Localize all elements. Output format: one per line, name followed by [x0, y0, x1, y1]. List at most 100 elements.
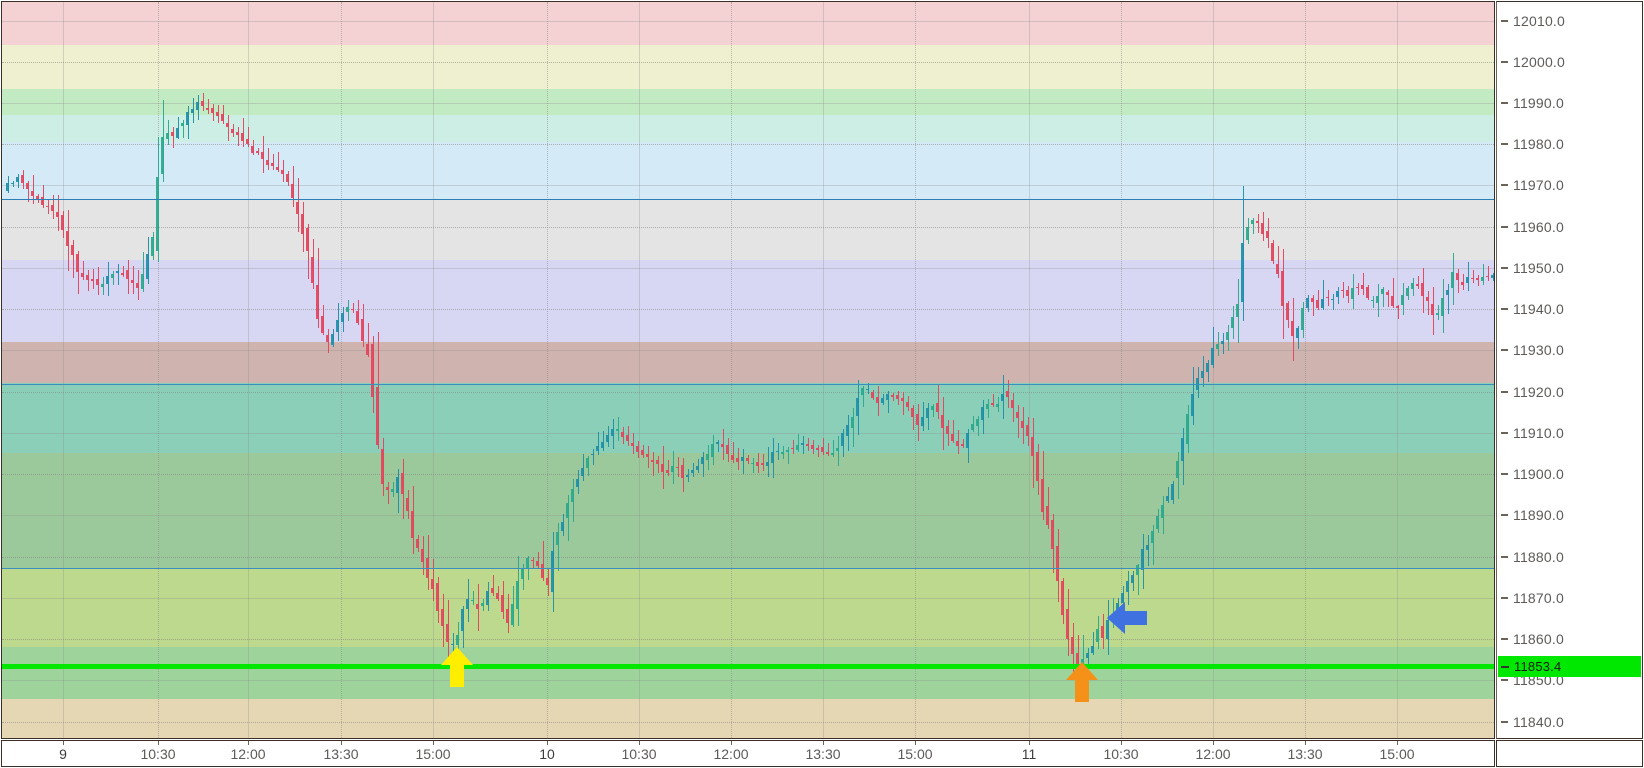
time-tick-label: 10: [539, 746, 555, 762]
candle-body: [646, 453, 649, 458]
candle-wick: [903, 391, 904, 415]
candle-wick: [533, 556, 534, 570]
candle-body: [721, 444, 724, 447]
candle-wick: [598, 431, 599, 456]
candle-body: [1091, 645, 1094, 654]
candle-body: [1221, 340, 1224, 345]
price-tick-label: 11860.0: [1513, 631, 1564, 648]
vgridline: [823, 2, 824, 738]
candle-body: [891, 394, 894, 397]
candle-body: [676, 466, 679, 469]
candle-wick: [1253, 217, 1254, 235]
candle-body: [491, 588, 494, 593]
candle-body: [11, 183, 14, 185]
hgridline: [2, 185, 1494, 187]
candle-body: [641, 450, 644, 455]
level-line: [2, 198, 1494, 200]
candle-wick: [583, 453, 584, 482]
candle-wick: [913, 405, 914, 431]
candle-body: [956, 440, 959, 447]
candle-body: [196, 102, 199, 111]
candle-wick: [1138, 563, 1139, 596]
candle-body: [356, 310, 359, 323]
candle-body: [266, 159, 269, 166]
candle-body: [66, 230, 69, 247]
candle-body: [626, 435, 629, 442]
candle-wick: [133, 266, 134, 294]
candle-wick: [83, 261, 84, 280]
candle-body: [556, 532, 559, 546]
candle-body: [696, 466, 699, 470]
candle-wick: [1488, 265, 1489, 281]
candle-body: [516, 580, 519, 610]
candle-wick: [718, 439, 719, 452]
candle-body: [1446, 290, 1449, 295]
vgridline: [1121, 2, 1122, 738]
candle-body: [386, 486, 389, 491]
time-axis[interactable]: 9 10:30 12:00 13:30 15:00 10 10:30 12:00 13:30 15…: [1, 740, 1495, 767]
hgridline: [2, 680, 1494, 682]
candle-body: [931, 405, 934, 410]
candle-body: [91, 278, 94, 281]
candle-body: [926, 408, 929, 418]
candle-body: [251, 145, 254, 153]
candle-body: [331, 334, 334, 346]
candle-body: [1301, 307, 1304, 331]
candle-wick: [33, 175, 34, 205]
candle-wick: [793, 439, 794, 455]
candle-body: [1291, 321, 1294, 337]
candle-body: [1211, 348, 1214, 366]
candle-body: [701, 457, 704, 464]
candle-body: [1061, 580, 1064, 615]
candle-body: [46, 205, 49, 207]
candle-body: [111, 274, 114, 278]
candle-body: [21, 175, 24, 184]
candle-body: [561, 521, 564, 531]
candle-wick: [273, 154, 274, 170]
candle-body: [391, 489, 394, 492]
candle-body: [336, 320, 339, 333]
candle-wick: [453, 632, 454, 653]
hgridline: [2, 639, 1494, 641]
candle-body: [631, 442, 634, 447]
time-tick-label: 15:00: [1379, 746, 1415, 762]
candle-wick: [1278, 245, 1279, 279]
candle-body: [496, 593, 499, 600]
candle-wick: [993, 393, 994, 407]
candle-body: [566, 503, 569, 518]
candle-body: [801, 443, 804, 445]
time-tick-label: 13:30: [805, 746, 841, 762]
candle-body: [1066, 609, 1069, 639]
vgridline: [341, 2, 342, 738]
candle-wick: [73, 240, 74, 279]
candle-body: [1116, 603, 1119, 612]
candle-body: [26, 182, 29, 189]
candle-body: [171, 131, 174, 137]
candle-body: [1326, 296, 1329, 299]
candle-body: [856, 398, 859, 417]
price-axis[interactable]: 12010.0 12000.0 11990.0 11980.0 11970.0 11960…: [1496, 1, 1643, 739]
candle-body: [796, 444, 799, 450]
candle-body: [1186, 414, 1189, 444]
candle-wick: [1258, 213, 1259, 233]
time-tick-label: 15:00: [415, 746, 451, 762]
candle-body: [1071, 636, 1074, 655]
candle-body: [1456, 273, 1459, 280]
candle-body: [501, 595, 504, 613]
candle-body: [581, 468, 584, 476]
candle-body: [6, 183, 9, 192]
candle-body: [141, 273, 144, 289]
candle-body: [906, 401, 909, 407]
candle-wick: [1168, 486, 1169, 503]
chart-plot-area[interactable]: [1, 1, 1495, 739]
current-price-badge: 11853.4: [1498, 656, 1641, 678]
candle-body: [526, 558, 529, 568]
candle-body: [426, 558, 429, 578]
candle-wick: [863, 386, 864, 407]
candle-body: [86, 275, 89, 281]
candle-body: [1161, 504, 1164, 518]
candle-wick: [1478, 274, 1479, 287]
vgridline: [1213, 2, 1214, 738]
hgridline: [2, 61, 1494, 63]
candle-wick: [1148, 534, 1149, 566]
